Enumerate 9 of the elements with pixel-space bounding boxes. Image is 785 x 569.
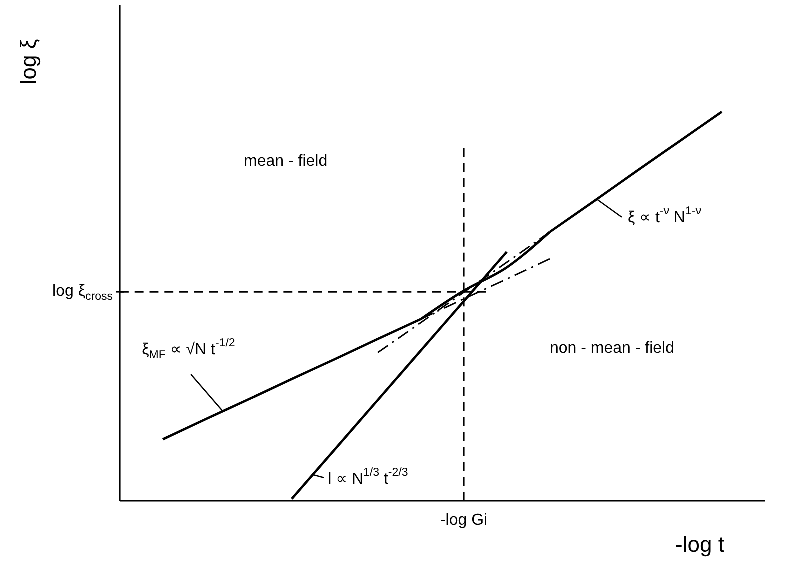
text: -log Gi — [440, 512, 488, 530]
annotation: mean - field — [244, 153, 328, 170]
annotation: non - mean - field — [550, 340, 675, 358]
ref-line-label: log ξ$_{cross}$ — [52, 283, 114, 303]
x-axis-title: -log t — [676, 532, 724, 557]
legend-label: ξ ∝ t$^{-ν}$ N$^{1-ν}$ — [628, 205, 702, 227]
text: ξ$_{MF}$ ∝ √N t$^{-1/2}$ — [142, 337, 236, 362]
legend-label: l ∝ N$^{1/3}$ t$^{-2/3}$ — [328, 466, 408, 488]
y-axis-title: log ξ — [16, 39, 41, 85]
